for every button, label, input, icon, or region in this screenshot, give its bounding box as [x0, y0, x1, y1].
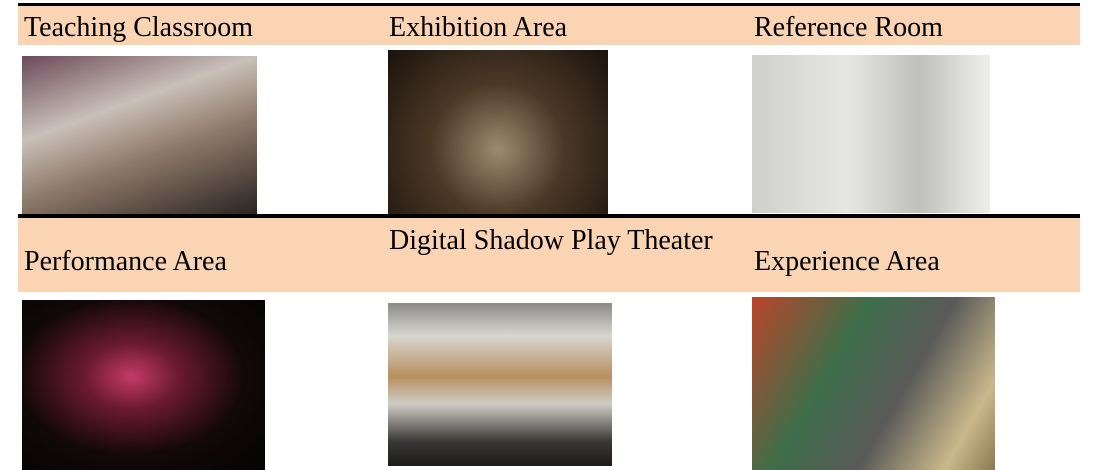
photo — [388, 303, 612, 466]
cell-label: Exhibition Area — [389, 12, 568, 43]
cell-label: Reference Room — [754, 12, 943, 43]
photo — [388, 50, 608, 216]
cell-label: Digital Shadow Play Theater — [389, 225, 713, 256]
photo — [22, 56, 257, 214]
cell-label: Performance Area — [24, 246, 227, 277]
table-rule — [18, 214, 1080, 218]
cell-label: Experience Area — [754, 246, 940, 277]
photo — [752, 55, 990, 213]
photo — [752, 297, 995, 470]
header-row — [18, 218, 1080, 292]
table-rule — [18, 3, 1080, 6]
cell-label: Teaching Classroom — [24, 12, 253, 43]
photo — [22, 300, 265, 470]
header-row — [18, 6, 1080, 45]
